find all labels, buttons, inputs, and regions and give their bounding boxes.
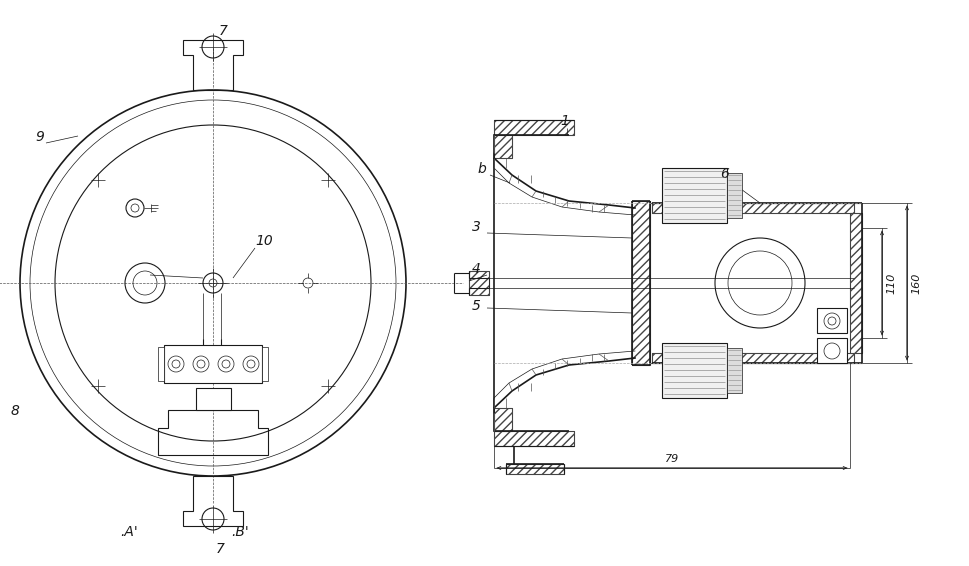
Bar <box>726 348 741 393</box>
Bar <box>493 408 512 431</box>
Bar <box>661 343 726 398</box>
Text: 6: 6 <box>719 167 728 181</box>
Circle shape <box>218 356 234 372</box>
Bar <box>469 271 488 295</box>
Bar <box>849 213 861 353</box>
Text: 4: 4 <box>472 262 481 276</box>
Text: 79: 79 <box>664 454 678 464</box>
Bar <box>632 201 649 365</box>
Text: 10: 10 <box>255 234 272 248</box>
Text: 9: 9 <box>35 130 44 144</box>
Text: 7: 7 <box>216 542 225 556</box>
Bar <box>262 347 267 381</box>
Circle shape <box>172 360 180 368</box>
Text: .B': .B' <box>231 525 248 539</box>
Text: .A': .A' <box>120 525 138 539</box>
Bar <box>651 203 853 213</box>
Circle shape <box>243 356 259 372</box>
Text: 110: 110 <box>885 272 895 294</box>
Text: 1: 1 <box>559 114 568 128</box>
Bar <box>493 135 512 158</box>
Text: 3: 3 <box>472 220 481 234</box>
Circle shape <box>193 356 208 372</box>
Bar <box>506 464 563 474</box>
Circle shape <box>197 360 204 368</box>
Bar <box>726 173 741 218</box>
Text: 7: 7 <box>219 24 228 38</box>
Circle shape <box>823 313 839 329</box>
Text: 8: 8 <box>11 404 19 418</box>
Text: 160: 160 <box>910 272 920 294</box>
Bar <box>469 271 488 295</box>
Bar <box>651 353 853 363</box>
Bar <box>493 431 574 446</box>
Bar <box>632 201 649 365</box>
Bar <box>196 388 231 410</box>
Bar <box>661 168 726 223</box>
Circle shape <box>168 356 184 372</box>
Circle shape <box>247 360 255 368</box>
Bar <box>164 345 262 383</box>
Bar <box>493 408 512 431</box>
Bar <box>493 431 574 446</box>
Bar <box>816 338 846 363</box>
Bar <box>849 213 861 353</box>
Text: 5: 5 <box>472 299 481 313</box>
Text: b: b <box>478 162 486 176</box>
Bar <box>651 353 853 363</box>
Circle shape <box>823 343 839 359</box>
Bar <box>506 464 563 474</box>
Bar <box>493 120 574 135</box>
Circle shape <box>222 360 230 368</box>
Bar <box>158 347 164 381</box>
Bar <box>651 203 853 213</box>
Bar <box>493 135 512 158</box>
Bar <box>816 308 846 333</box>
Bar <box>493 120 574 135</box>
